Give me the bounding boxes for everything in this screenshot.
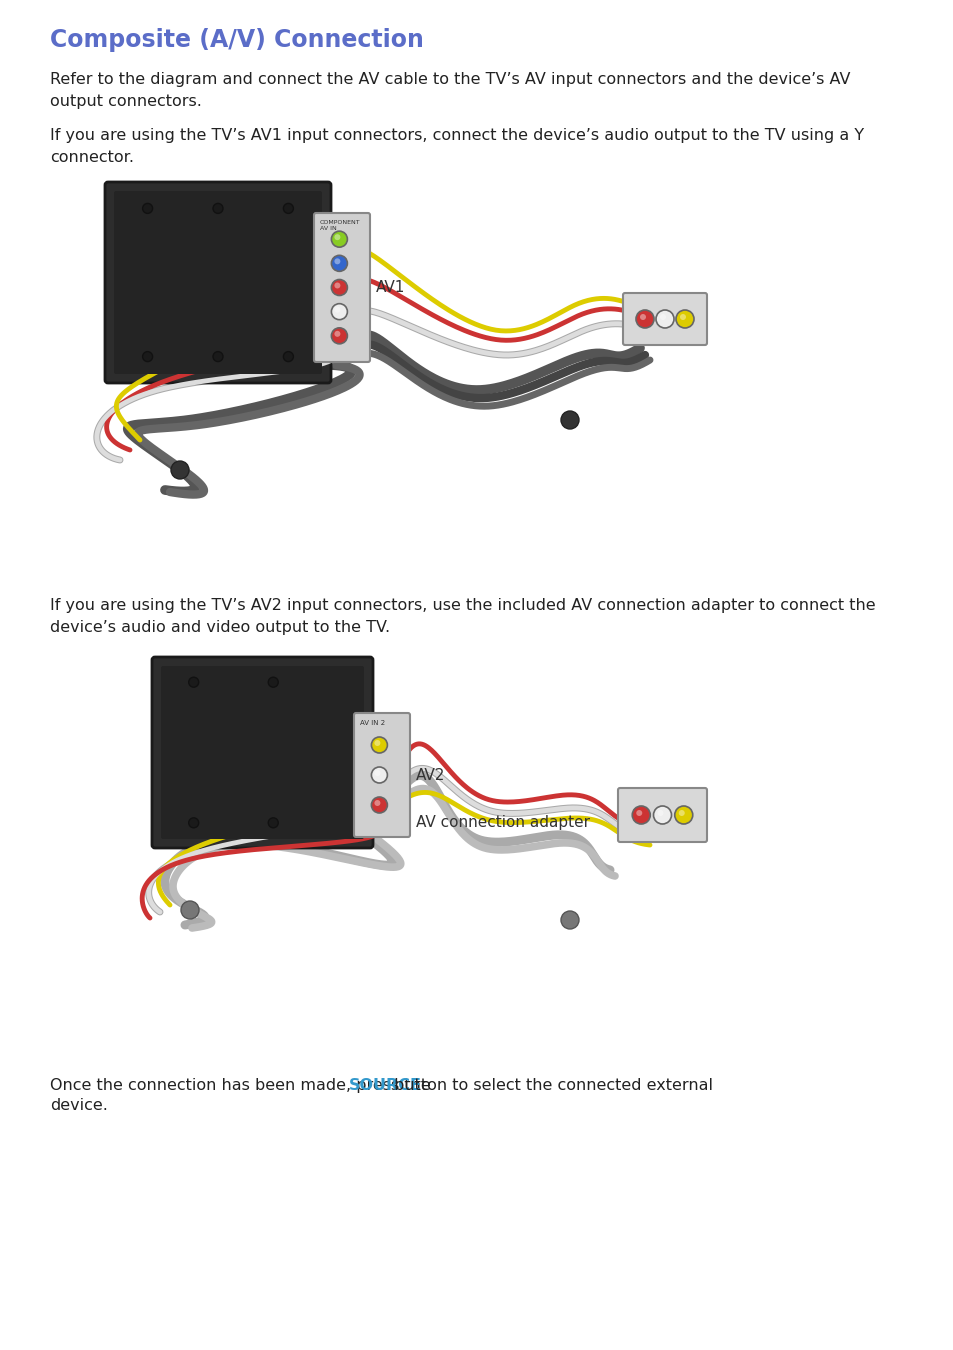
- Circle shape: [371, 796, 387, 813]
- Circle shape: [213, 204, 223, 213]
- Text: AV2: AV2: [416, 768, 445, 783]
- Circle shape: [142, 351, 152, 362]
- Text: AV connection adapter: AV connection adapter: [416, 815, 589, 830]
- Text: AV1: AV1: [375, 279, 405, 296]
- Text: If you are using the TV’s AV1 input connectors, connect the device’s audio outpu: If you are using the TV’s AV1 input conn…: [50, 128, 863, 165]
- Circle shape: [676, 310, 693, 328]
- Circle shape: [283, 351, 294, 362]
- Circle shape: [674, 806, 692, 824]
- Circle shape: [656, 310, 673, 328]
- Circle shape: [268, 818, 278, 828]
- Circle shape: [639, 315, 645, 320]
- Circle shape: [374, 740, 380, 747]
- FancyBboxPatch shape: [354, 713, 410, 837]
- Text: If you are using the TV’s AV2 input connectors, use the included AV connection a: If you are using the TV’s AV2 input conn…: [50, 598, 875, 634]
- Circle shape: [331, 279, 347, 296]
- Circle shape: [331, 328, 347, 344]
- Text: button to select the connected external: button to select the connected external: [389, 1079, 713, 1094]
- Circle shape: [657, 810, 662, 815]
- FancyBboxPatch shape: [618, 788, 706, 842]
- Circle shape: [335, 306, 340, 313]
- Circle shape: [335, 234, 340, 240]
- Circle shape: [560, 911, 578, 929]
- Text: SOURCE: SOURCE: [349, 1079, 422, 1094]
- Circle shape: [331, 304, 347, 320]
- Circle shape: [331, 231, 347, 247]
- Circle shape: [653, 806, 671, 824]
- Circle shape: [678, 810, 684, 815]
- Circle shape: [213, 351, 223, 362]
- Circle shape: [283, 204, 294, 213]
- Circle shape: [679, 315, 685, 320]
- Circle shape: [181, 900, 199, 919]
- Text: AV IN 2: AV IN 2: [359, 720, 385, 726]
- Circle shape: [142, 204, 152, 213]
- Circle shape: [268, 678, 278, 687]
- Text: Once the connection has been made, press the: Once the connection has been made, press…: [50, 1079, 436, 1094]
- Circle shape: [335, 331, 340, 338]
- Circle shape: [371, 767, 387, 783]
- FancyBboxPatch shape: [105, 182, 331, 383]
- Text: COMPONENT
AV IN: COMPONENT AV IN: [319, 220, 360, 231]
- Text: device.: device.: [50, 1098, 108, 1112]
- Circle shape: [636, 810, 641, 815]
- Circle shape: [189, 818, 198, 828]
- Circle shape: [659, 315, 665, 320]
- Circle shape: [335, 282, 340, 289]
- Circle shape: [171, 460, 189, 479]
- Text: Refer to the diagram and connect the AV cable to the TV’s AV input connectors an: Refer to the diagram and connect the AV …: [50, 72, 850, 108]
- FancyBboxPatch shape: [113, 190, 322, 374]
- Text: Composite (A/V) Connection: Composite (A/V) Connection: [50, 28, 423, 53]
- FancyBboxPatch shape: [622, 293, 706, 346]
- Circle shape: [189, 678, 198, 687]
- Circle shape: [560, 410, 578, 429]
- Circle shape: [374, 801, 380, 806]
- Circle shape: [632, 806, 650, 824]
- Circle shape: [374, 769, 380, 776]
- Circle shape: [335, 258, 340, 265]
- FancyBboxPatch shape: [152, 657, 373, 848]
- Circle shape: [331, 255, 347, 271]
- Circle shape: [371, 737, 387, 753]
- Circle shape: [636, 310, 654, 328]
- FancyBboxPatch shape: [161, 666, 364, 838]
- FancyBboxPatch shape: [314, 213, 370, 362]
